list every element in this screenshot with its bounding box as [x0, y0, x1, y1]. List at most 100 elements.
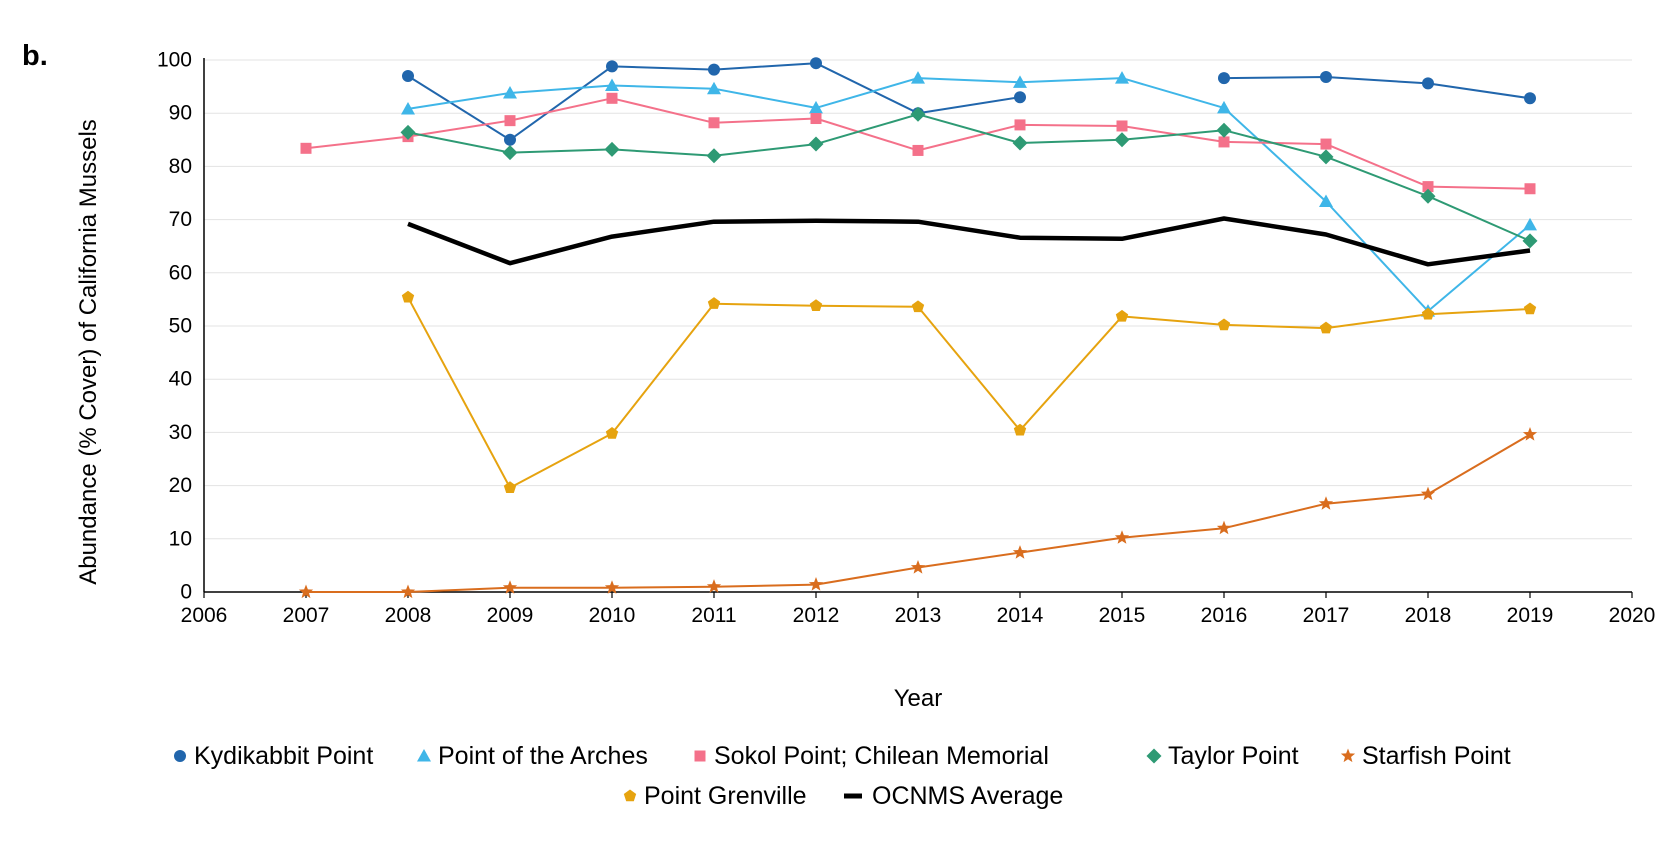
- point-point-grenville-2008: [401, 290, 415, 303]
- point-taylor-point-2015: [1114, 132, 1130, 148]
- legend-item-ocnms-average: OCNMS Average: [844, 782, 1063, 810]
- point-sokol-point-chilean-memorial-2009: [504, 115, 516, 127]
- point-sokol-point-chilean-memorial-2014: [1014, 119, 1026, 131]
- point-starfish-point-2018: [1420, 486, 1436, 501]
- legend-label-kydikabbit-point: Kydikabbit Point: [194, 742, 373, 770]
- point-sokol-point-chilean-memorial-2016: [1218, 136, 1230, 148]
- point-starfish-point-2014: [1012, 545, 1028, 559]
- point-taylor-point-2014: [1012, 135, 1028, 151]
- point-point-of-the-arches-2019: [1523, 217, 1537, 231]
- legend-swatch-kydikabbit-point: [174, 750, 186, 762]
- point-starfish-point-2013: [910, 560, 926, 574]
- x-tick-label-2014: 2014: [997, 604, 1044, 627]
- y-tick-label-80: 80: [169, 155, 192, 178]
- x-tick-label-2006: 2006: [181, 604, 228, 627]
- series-group: [298, 57, 1538, 599]
- x-tick-label-2019: 2019: [1507, 604, 1554, 627]
- point-taylor-point-2016: [1216, 122, 1232, 138]
- legend-swatch-ocnms-average: [844, 793, 862, 799]
- series-ocnms-average: [407, 216, 1531, 267]
- x-tick-label-2009: 2009: [487, 604, 534, 627]
- point-point-grenville-2013: [911, 300, 925, 313]
- point-kydikabbit-point-2010: [606, 60, 618, 73]
- point-taylor-point-2012: [808, 136, 824, 152]
- x-tick-label-2008: 2008: [385, 604, 432, 627]
- x-tick-label-2015: 2015: [1099, 604, 1146, 627]
- series-sokol-point-chilean-memorial: [300, 92, 1536, 195]
- legend-item-starfish-point: Starfish Point: [1340, 742, 1511, 770]
- point-point-grenville-2019: [1523, 302, 1537, 315]
- legend-swatch-starfish-point: [1340, 748, 1356, 763]
- point-point-grenville-2014: [1013, 423, 1027, 436]
- legend-item-point-grenville: Point Grenville: [623, 782, 807, 810]
- point-point-of-the-arches-2017: [1319, 194, 1333, 208]
- series-point-grenville: [401, 290, 1537, 493]
- point-point-grenville-2016: [1217, 318, 1231, 331]
- series-kydikabbit-point: [402, 57, 1536, 146]
- y-tick-label-20: 20: [169, 474, 192, 497]
- series-line-point-grenville-0: [407, 296, 1531, 489]
- legend-label-point-of-the-arches: Point of the Arches: [438, 742, 648, 770]
- legend-swatch-point-of-the-arches: [417, 749, 431, 762]
- point-point-grenville-2018: [1421, 307, 1435, 320]
- x-tick-label-2012: 2012: [793, 604, 840, 627]
- point-taylor-point-2010: [604, 141, 620, 157]
- point-point-of-the-arches-2009: [503, 85, 517, 99]
- legend-item-taylor-point: Taylor Point: [1146, 742, 1299, 770]
- x-axis-ticks: 2006 2007 2008 2009 2010 2011 2012 2013 2014 2015…: [181, 592, 1655, 627]
- point-kydikabbit-point-2009: [504, 133, 516, 146]
- point-starfish-point-2008: [400, 584, 416, 599]
- legend: Kydikabbit Point Point of the Arches Sokol…: [174, 742, 1511, 810]
- series-taylor-point: [400, 106, 1538, 249]
- series-line-kydikabbit-point-1: [1223, 76, 1531, 100]
- point-taylor-point-2019: [1522, 233, 1538, 249]
- point-starfish-point-2016: [1216, 520, 1232, 535]
- point-starfish-point-2009: [502, 580, 518, 594]
- point-kydikabbit-point-2008: [402, 69, 414, 82]
- y-tick-label-0: 0: [180, 581, 192, 604]
- point-point-of-the-arches-2008: [401, 101, 415, 115]
- y-tick-label-70: 70: [169, 208, 192, 231]
- series-line-taylor-point-0: [407, 113, 1531, 242]
- point-point-of-the-arches-2010: [605, 78, 619, 92]
- series-point-of-the-arches: [401, 71, 1537, 317]
- point-kydikabbit-point-2019: [1524, 92, 1536, 105]
- point-point-grenville-2017: [1319, 321, 1333, 334]
- point-starfish-point-2017: [1318, 496, 1334, 510]
- point-point-of-the-arches-2011: [707, 81, 721, 95]
- grid: [204, 59, 1632, 540]
- point-point-of-the-arches-2013: [911, 71, 925, 84]
- point-taylor-point-2017: [1318, 149, 1334, 165]
- point-sokol-point-chilean-memorial-2011: [708, 117, 720, 129]
- y-tick-label-10: 10: [169, 527, 192, 550]
- panel-label: b.: [22, 40, 48, 72]
- legend-label-taylor-point: Taylor Point: [1168, 742, 1299, 770]
- y-tick-label-30: 30: [169, 421, 192, 444]
- point-kydikabbit-point-2012: [810, 57, 822, 70]
- x-tick-label-2013: 2013: [895, 604, 942, 627]
- y-tick-label-40: 40: [169, 368, 192, 391]
- legend-swatch-point-grenville: [623, 789, 637, 802]
- point-point-grenville-2009: [503, 481, 517, 493]
- point-sokol-point-chilean-memorial-2017: [1320, 138, 1332, 150]
- y-tick-label-50: 50: [169, 315, 192, 338]
- legend-label-starfish-point: Starfish Point: [1362, 742, 1511, 770]
- x-tick-label-2016: 2016: [1201, 604, 1248, 627]
- point-starfish-point-2007: [298, 584, 314, 599]
- legend-label-point-grenville: Point Grenville: [644, 782, 807, 810]
- point-starfish-point-2010: [604, 580, 620, 594]
- point-sokol-point-chilean-memorial-2019: [1524, 183, 1536, 195]
- point-sokol-point-chilean-memorial-2010: [606, 92, 618, 104]
- x-axis-title: Year: [894, 685, 943, 712]
- x-tick-label-2010: 2010: [589, 604, 636, 627]
- point-point-of-the-arches-2012: [809, 100, 823, 114]
- point-taylor-point-2013: [910, 106, 926, 122]
- point-starfish-point-2019: [1522, 427, 1538, 441]
- point-starfish-point-2011: [706, 579, 722, 593]
- legend-swatch-taylor-point: [1146, 748, 1162, 764]
- x-tick-label-2011: 2011: [691, 604, 736, 627]
- point-point-of-the-arches-2015: [1115, 71, 1129, 84]
- point-sokol-point-chilean-memorial-2007: [300, 142, 312, 154]
- point-point-grenville-2012: [809, 299, 823, 312]
